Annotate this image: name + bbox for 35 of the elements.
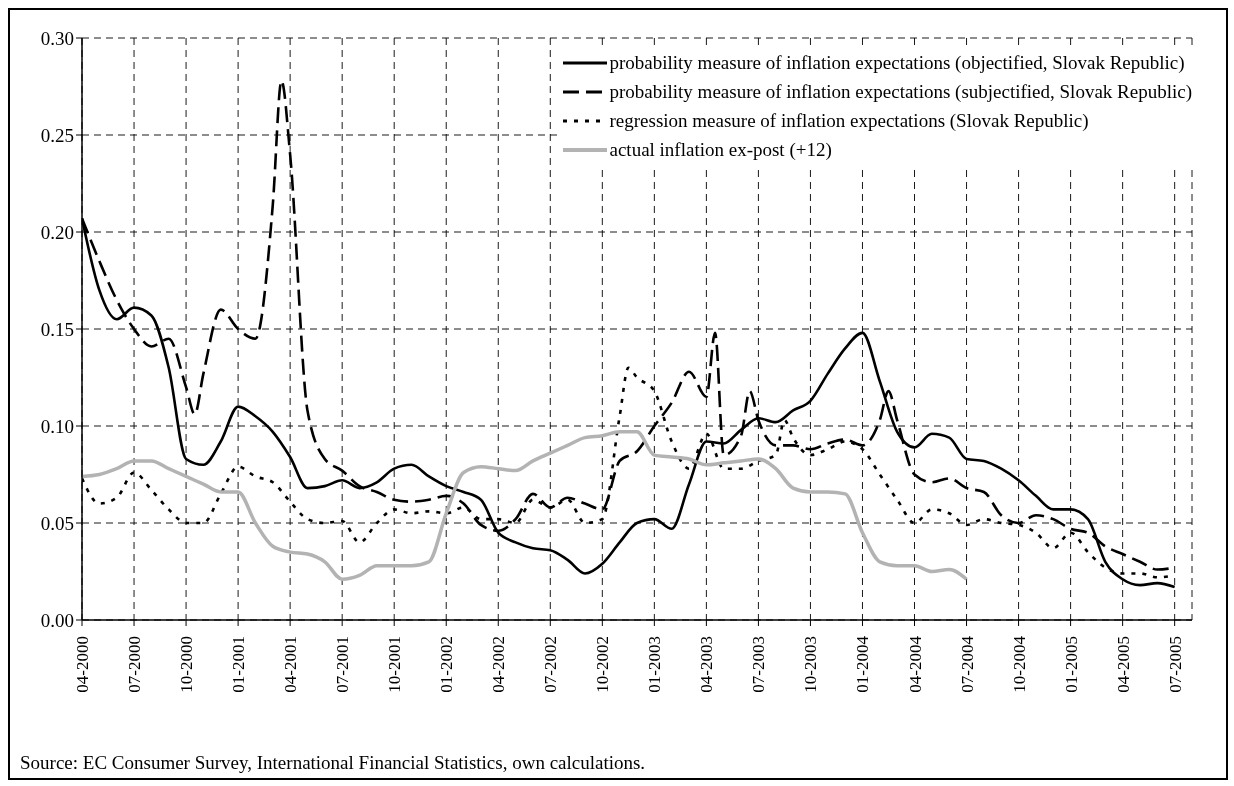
x-tick-label: 07-2002 [541, 636, 561, 693]
y-tick-label: 0.25 [40, 124, 74, 146]
x-tick-label: 04-2003 [697, 636, 717, 693]
legend-label: probability measure of inflation expectations (subjectified, Slovak Republic) [609, 80, 1192, 103]
x-tick-label: 01-2004 [853, 635, 873, 693]
x-tick-label: 04-2002 [489, 636, 509, 693]
legend-label: actual inflation ex-post (+12) [609, 138, 832, 161]
y-tick-label: 0.20 [40, 221, 74, 243]
x-tick-label: 07-2004 [957, 635, 977, 693]
x-tick-label: 10-2004 [1009, 635, 1029, 693]
x-tick-label: 01-2001 [229, 636, 249, 693]
source-note: Source: EC Consumer Survey, International Financial Statistics, own calculations. [20, 752, 646, 774]
x-tick-label: 10-2002 [593, 636, 613, 693]
x-tick-label: 04-2000 [73, 636, 92, 693]
x-tick-label: 01-2002 [437, 636, 457, 693]
x-tick-label: 07-2003 [749, 636, 769, 693]
x-tick-label: 04-2001 [281, 636, 301, 693]
x-tick-label: 10-2000 [177, 636, 197, 693]
y-tick-label: 0.05 [40, 512, 74, 534]
y-tick-label: 0.10 [40, 415, 74, 437]
x-tick-label: 04-2004 [905, 635, 925, 693]
y-tick-label: 0.15 [40, 318, 74, 340]
legend-label: regression measure of inflation expectations (Slovak Republic) [609, 109, 1089, 132]
x-tick-label: 10-2003 [801, 636, 821, 693]
line-series [82, 430, 969, 582]
x-tick-label: 07-2000 [125, 636, 145, 693]
x-tick-label: 10-2001 [385, 636, 405, 693]
x-tick-label: 04-2005 [1113, 636, 1133, 693]
x-tick-label: 01-2005 [1061, 636, 1081, 693]
x-tick-label: 07-2005 [1165, 636, 1185, 693]
y-tick-label: 0.00 [40, 609, 74, 631]
legend-label: probability measure of inflation expectations (objectified, Slovak Republic) [609, 51, 1185, 74]
x-tick-label: 07-2001 [333, 636, 353, 693]
y-tick-label: 0.30 [40, 27, 74, 49]
x-tick-label: 01-2003 [645, 636, 665, 693]
